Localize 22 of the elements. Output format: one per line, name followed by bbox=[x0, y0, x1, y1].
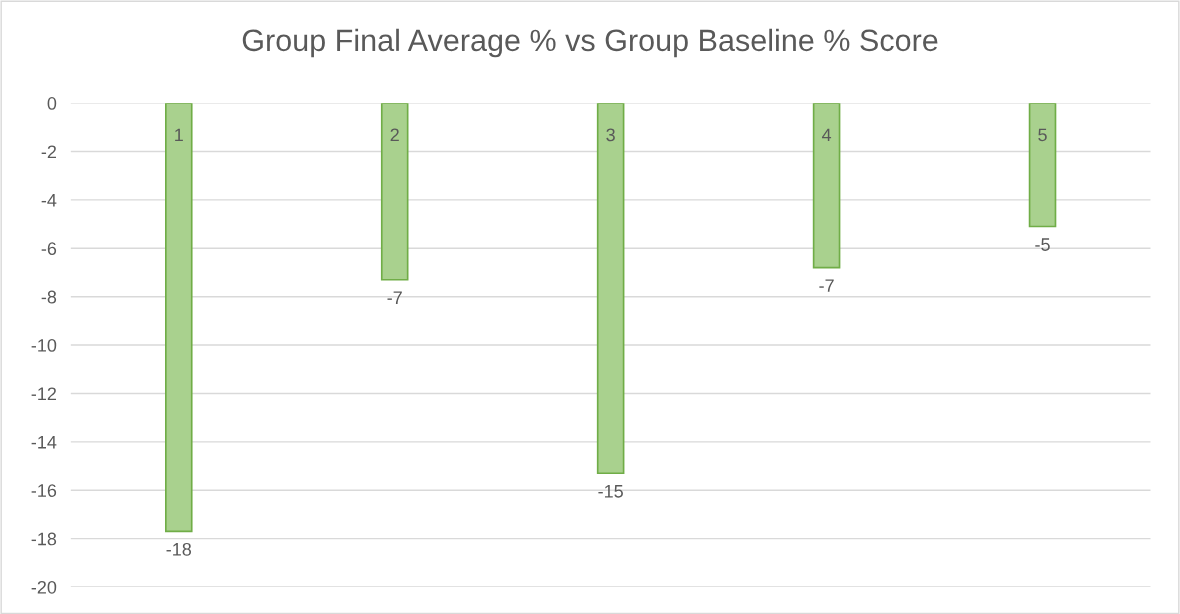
data-label: -18 bbox=[166, 542, 192, 556]
y-tick-label: -18 bbox=[31, 532, 57, 546]
y-tick-label: 0 bbox=[47, 97, 57, 110]
x-tick-label: 1 bbox=[175, 128, 183, 142]
x-tick-label: 4 bbox=[821, 128, 832, 142]
y-tick-label: -20 bbox=[31, 580, 57, 594]
y-tick-label: -6 bbox=[41, 242, 57, 256]
data-label: -5 bbox=[1035, 238, 1050, 251]
x-tick-label: 2 bbox=[390, 128, 399, 142]
y-tick-label: -10 bbox=[31, 339, 57, 352]
y-tick-label: -16 bbox=[31, 484, 57, 497]
chart-title: Group Final Average % vs Group Baseline % Score bbox=[242, 28, 938, 58]
y-tick-label: -8 bbox=[41, 290, 57, 304]
data-label: -7 bbox=[387, 291, 402, 304]
x-tick-label: 5 bbox=[1038, 128, 1047, 142]
y-tick-label: -4 bbox=[41, 194, 57, 207]
data-label: -7 bbox=[819, 279, 834, 292]
y-tick-label: -12 bbox=[31, 387, 57, 400]
data-label: -15 bbox=[598, 485, 623, 498]
x-tick-label: 3 bbox=[606, 128, 615, 142]
y-tick-label: -14 bbox=[31, 435, 57, 449]
y-tick-label: -2 bbox=[41, 145, 57, 159]
